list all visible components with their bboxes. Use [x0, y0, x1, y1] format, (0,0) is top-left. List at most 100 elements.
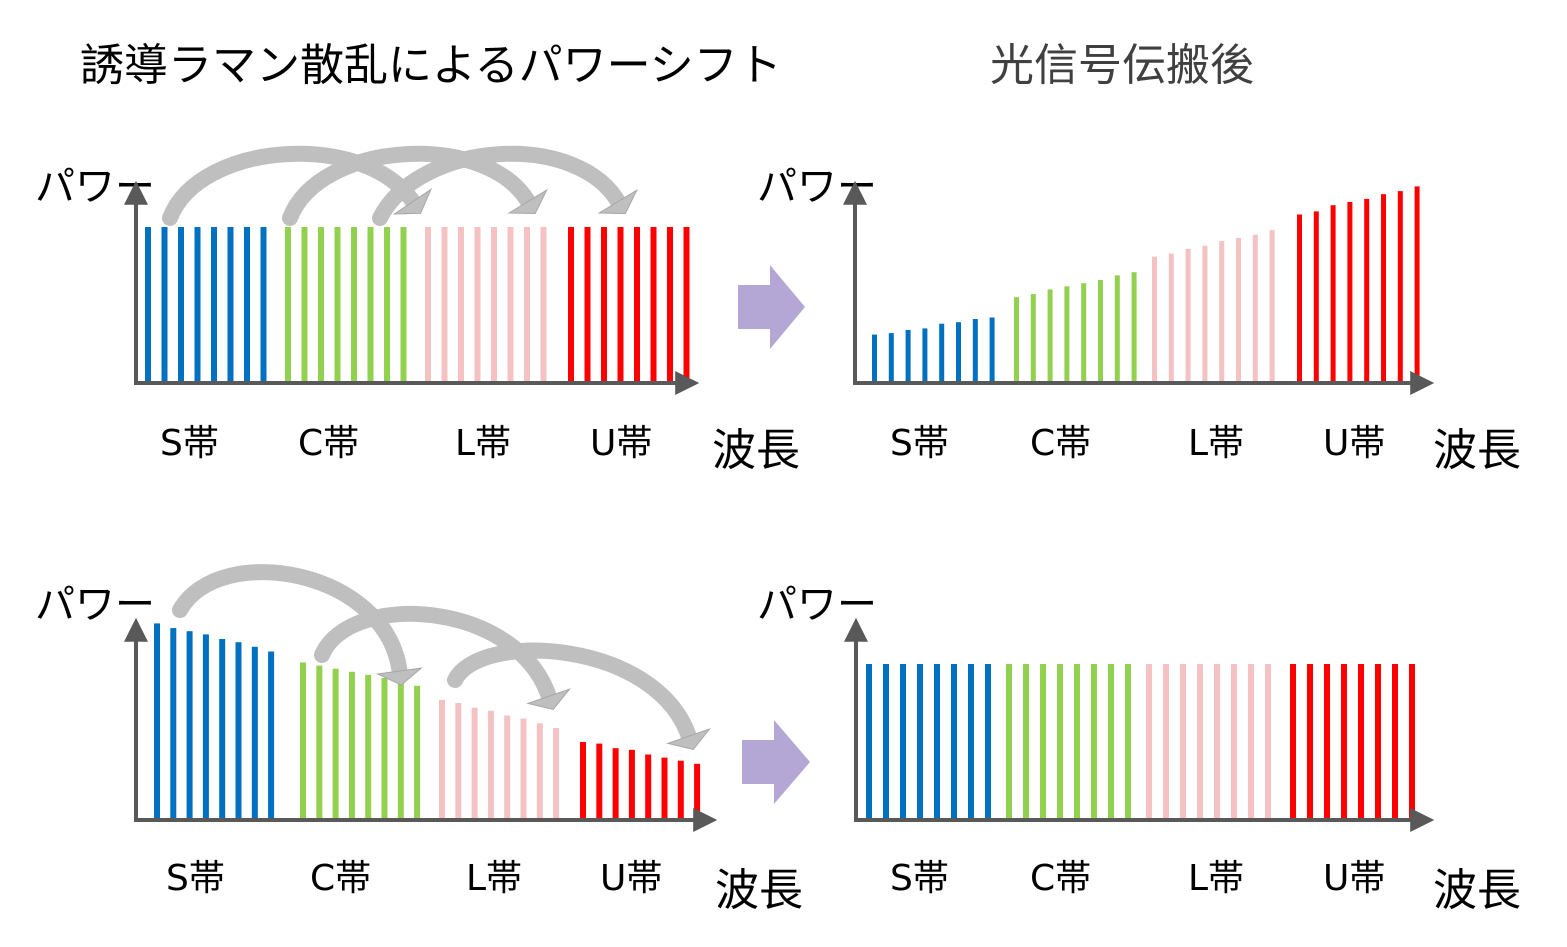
- channel-bar: [900, 664, 906, 820]
- curved-arrow-icon: [447, 642, 698, 748]
- channel-bar: [251, 646, 258, 820]
- channel-bar: [661, 757, 668, 820]
- channel-bar: [1180, 664, 1186, 820]
- band-label-u: U帯: [1323, 423, 1385, 464]
- channel-bar: [170, 628, 177, 820]
- bar-group: [154, 623, 701, 820]
- channel-bar: [301, 227, 308, 383]
- channel-bar: [285, 227, 291, 383]
- channel-bar: [650, 227, 657, 383]
- channel-bar: [905, 330, 911, 383]
- channel-bar: [1125, 664, 1131, 820]
- channel-bar: [1108, 664, 1114, 820]
- channel-bar: [260, 227, 267, 383]
- band-label-u: U帯: [590, 423, 652, 464]
- channel-bar: [956, 322, 961, 383]
- band-label-c: C帯: [310, 858, 371, 899]
- channel-bar: [425, 227, 431, 383]
- channel-bar: [922, 328, 928, 383]
- band-label-l: L帯: [1188, 858, 1244, 899]
- channel-bar: [917, 664, 923, 820]
- channel-bar: [1202, 245, 1208, 383]
- channel-bar: [520, 718, 527, 820]
- channel-bar: [365, 674, 372, 820]
- band-label-c: C帯: [1030, 858, 1091, 899]
- channel-bar: [1414, 186, 1420, 383]
- channel-bar: [1146, 664, 1152, 820]
- channel-bar: [1091, 664, 1097, 820]
- channel-bar: [568, 227, 574, 383]
- arrowhead-icon: [666, 727, 711, 751]
- curved-arrow-icon: [282, 145, 538, 226]
- channel-bar: [1006, 664, 1012, 820]
- channel-bar: [316, 665, 323, 820]
- channel-bar: [989, 317, 995, 383]
- channel-bar: [1114, 275, 1120, 383]
- right-arrow-icon: [738, 265, 805, 349]
- channel-bar: [1392, 664, 1398, 820]
- curved-arrow-icon: [314, 605, 558, 708]
- channel-bar: [211, 227, 217, 383]
- channel-bar: [1381, 194, 1386, 383]
- curved-arrow-icon: [162, 145, 423, 226]
- band-label-l: L帯: [1188, 423, 1244, 464]
- channel-bar: [939, 323, 945, 383]
- channel-bar: [628, 749, 635, 820]
- channel-bar: [536, 723, 543, 820]
- channel-bar: [334, 227, 341, 383]
- channel-bar: [244, 227, 250, 383]
- channel-bar: [441, 227, 448, 383]
- channel-bar: [1358, 664, 1364, 820]
- channel-bar: [1131, 272, 1137, 383]
- channel-bar: [1185, 248, 1191, 383]
- channel-bar: [227, 227, 234, 383]
- channel-bar: [178, 227, 184, 383]
- channel-bar: [968, 664, 974, 820]
- bar-group: [872, 186, 1420, 383]
- channel-bar: [471, 707, 478, 820]
- panel-top-left: パワー S帯 C帯 L帯 U帯 波長: [35, 145, 800, 476]
- bar-group: [145, 227, 690, 383]
- arrowhead-icon: [526, 688, 571, 711]
- panel-bottom-left: パワー S帯 C帯 L帯 U帯 波長: [35, 564, 803, 916]
- heading-raman-shift: 誘導ラマン散乱によるパワーシフト: [80, 40, 782, 91]
- band-label-u: U帯: [1323, 858, 1385, 899]
- channel-bar: [474, 227, 481, 383]
- channel-bar: [1023, 664, 1029, 820]
- channel-bar: [1297, 214, 1302, 383]
- panel-bottom-right: パワー S帯 C帯 L帯 U帯 波長: [757, 582, 1521, 916]
- channel-bar: [300, 662, 306, 820]
- channel-bar: [235, 642, 242, 820]
- channel-bar: [645, 754, 652, 820]
- channel-bar: [1152, 256, 1157, 383]
- arrowhead-icon: [375, 667, 423, 686]
- band-label-c: C帯: [1030, 423, 1091, 464]
- channel-bar: [540, 227, 547, 383]
- curved-arrow-icon: [172, 564, 408, 683]
- channel-bar: [145, 227, 151, 383]
- channel-bar: [1409, 664, 1415, 820]
- arrowhead-icon: [507, 188, 548, 215]
- channel-bar: [414, 685, 421, 820]
- channel-bar: [507, 227, 514, 383]
- band-label-c: C帯: [298, 423, 359, 464]
- channel-bar: [1014, 297, 1019, 383]
- channel-bar: [1098, 280, 1103, 383]
- band-label-l: L帯: [466, 858, 522, 899]
- channel-bar: [1313, 211, 1319, 383]
- channel-bar: [1040, 664, 1046, 820]
- channel-bar: [883, 664, 889, 820]
- heading-after-propagation: 光信号伝搬後: [990, 40, 1254, 91]
- channel-bar: [634, 227, 640, 383]
- channel-bar: [584, 227, 591, 383]
- y-axis-label: パワー: [757, 164, 877, 210]
- channel-bar: [351, 227, 357, 383]
- channel-bar: [1168, 253, 1174, 383]
- channel-bar: [1236, 237, 1241, 383]
- channel-bar: [202, 634, 209, 820]
- channel-bar: [384, 227, 390, 383]
- channel-bar: [596, 743, 603, 820]
- channel-bar: [455, 703, 462, 820]
- channel-bar: [1375, 664, 1381, 820]
